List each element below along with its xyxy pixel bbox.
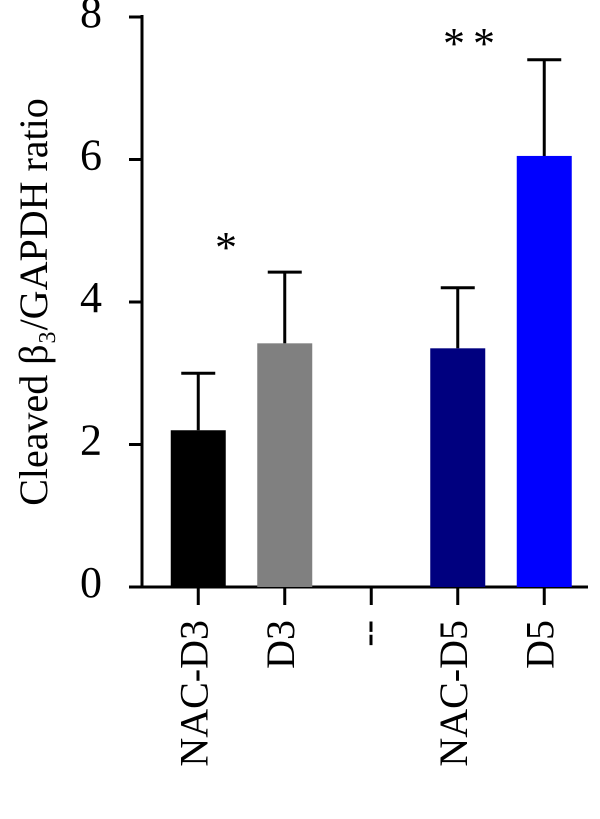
bar bbox=[170, 430, 226, 587]
significance-marker: * bbox=[215, 223, 245, 272]
x-tick-label: NAC-D3 bbox=[171, 620, 216, 767]
x-tick-label: -- bbox=[344, 620, 389, 647]
y-axis-label: Cleaved β₃/GAPDH ratio bbox=[11, 98, 56, 506]
bar bbox=[257, 343, 313, 587]
x-tick-label: D3 bbox=[258, 620, 303, 669]
significance-marker: ** bbox=[443, 19, 503, 68]
bar bbox=[430, 348, 486, 587]
y-tick-label: 4 bbox=[80, 273, 102, 322]
bar bbox=[516, 155, 572, 587]
y-tick-label: 2 bbox=[80, 416, 102, 465]
y-tick-label: 6 bbox=[80, 131, 102, 180]
y-tick-label: 8 bbox=[80, 0, 102, 37]
y-tick-label: 0 bbox=[80, 558, 102, 607]
x-tick-label: D5 bbox=[517, 620, 562, 669]
x-tick-label: NAC-D5 bbox=[431, 620, 476, 767]
